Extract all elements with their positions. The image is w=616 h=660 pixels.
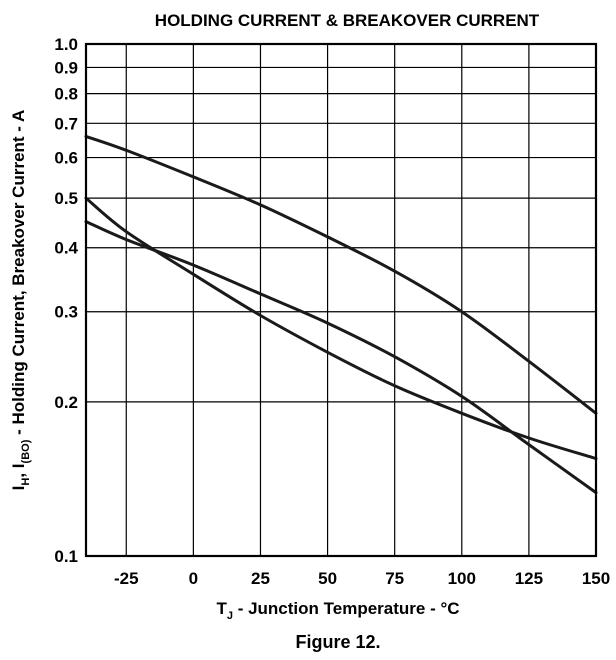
x-tick-label: 0 bbox=[189, 569, 198, 588]
series-line-3 bbox=[84, 196, 598, 461]
y-axis-label-comma: , I bbox=[9, 463, 28, 477]
x-tick-label: 25 bbox=[251, 569, 270, 588]
chart-title: HOLDING CURRENT & BREAKOVER CURRENT bbox=[155, 11, 540, 30]
x-tick-label: 150 bbox=[582, 569, 610, 588]
y-axis-label-sub-H: H bbox=[20, 478, 32, 486]
x-axis-label-sub-J: J bbox=[227, 610, 233, 622]
y-tick-label: 1.0 bbox=[54, 35, 78, 54]
x-axis-label-T: T bbox=[216, 599, 227, 618]
grid bbox=[86, 43, 597, 557]
x-axis-label: TJ - Junction Temperature - °C bbox=[216, 599, 459, 622]
y-tick-label: 0.7 bbox=[54, 114, 78, 133]
x-tick-label: 50 bbox=[318, 569, 337, 588]
y-tick-label: 0.9 bbox=[54, 58, 78, 77]
figure-caption: Figure 12. bbox=[295, 632, 380, 652]
y-axis-label: IH, I(BO) - Holding Current, Breakover C… bbox=[9, 110, 32, 491]
y-tick-label: 0.4 bbox=[54, 239, 78, 258]
x-tick-label: 100 bbox=[448, 569, 476, 588]
y-tick-label: 0.8 bbox=[54, 85, 78, 104]
y-tick-label: 0.6 bbox=[54, 149, 78, 168]
y-tick-labels: 0.1 0.2 0.3 0.4 0.5 0.6 0.7 0.8 0.9 1.0 bbox=[54, 35, 78, 566]
x-tick-label: 125 bbox=[515, 569, 543, 588]
x-tick-label: 75 bbox=[385, 569, 404, 588]
x-tick-label: -25 bbox=[114, 569, 139, 588]
y-axis-label-sub-BO: (BO) bbox=[20, 439, 32, 463]
y-axis-label-rest: - Holding Current, Breakover Current - A bbox=[9, 110, 28, 440]
series-group bbox=[84, 134, 598, 495]
series-line-2 bbox=[84, 220, 598, 495]
y-tick-label: 0.1 bbox=[54, 547, 78, 566]
series-line-1 bbox=[84, 134, 598, 415]
x-axis-label-rest: - Junction Temperature - °C bbox=[233, 599, 460, 618]
plot-frame bbox=[84, 42, 598, 558]
y-tick-label: 0.3 bbox=[54, 303, 78, 322]
x-tick-labels: -25 0 25 50 75 100 125 150 bbox=[114, 569, 610, 588]
y-tick-label: 0.2 bbox=[54, 393, 78, 412]
y-tick-label: 0.5 bbox=[54, 189, 78, 208]
y-axis-label-I: I bbox=[9, 486, 28, 491]
